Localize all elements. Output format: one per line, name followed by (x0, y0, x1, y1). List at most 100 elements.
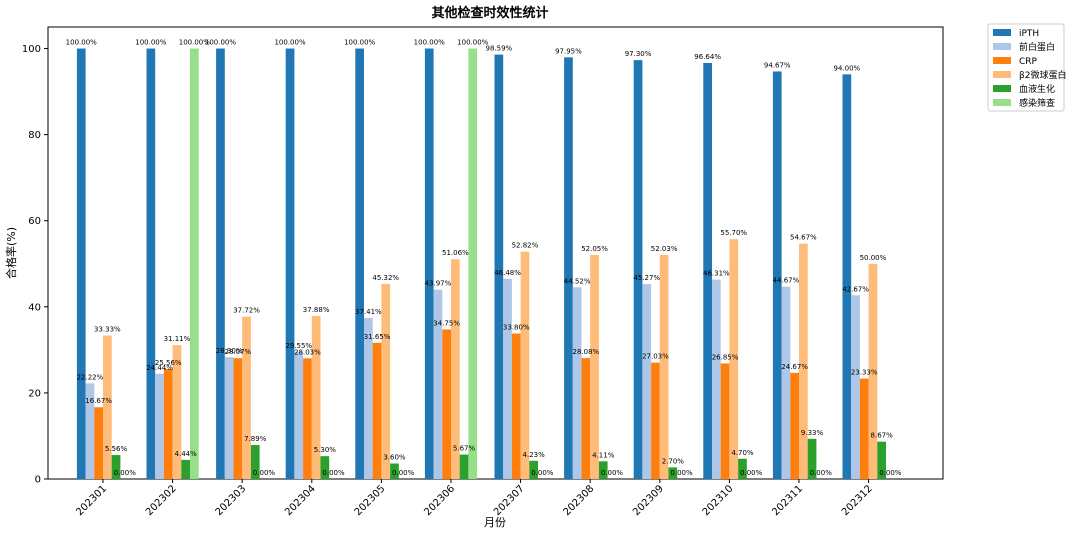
data-label: 94.67% (764, 61, 791, 69)
data-label: 100.00% (457, 39, 488, 47)
data-label: 37.72% (233, 307, 260, 315)
legend-swatch (993, 57, 1011, 64)
legend-swatch (993, 85, 1011, 92)
data-label: 55.70% (720, 229, 747, 237)
bar (520, 251, 530, 479)
x-tick-label: 202305 (353, 483, 388, 518)
bar (146, 48, 156, 480)
bar (842, 74, 852, 479)
legend-label: 感染筛查 (1019, 97, 1055, 109)
bar (738, 458, 747, 479)
bar (250, 445, 260, 479)
data-label: 100.00% (205, 39, 236, 47)
data-label: 4.44% (175, 450, 198, 458)
legend-label: CRP (1019, 57, 1038, 67)
bar (172, 345, 182, 479)
bar (868, 263, 878, 479)
y-tick-label: 0 (35, 475, 41, 486)
data-label: 52.05% (581, 245, 608, 253)
bar (494, 54, 504, 479)
data-label: 98.59% (485, 45, 512, 53)
x-axis-title: 月份 (484, 516, 506, 529)
bar (424, 48, 434, 480)
data-label: 33.80% (503, 323, 530, 331)
bar (294, 351, 304, 479)
x-axis: 202301 202302 202303 202304 202305 202306 2023… (74, 479, 875, 518)
data-label: 50.00% (860, 254, 887, 262)
x-tick-label: 202311 (770, 483, 805, 518)
chart-title: 其他检查时效性统计 (431, 5, 548, 21)
bar (303, 358, 312, 479)
bar (581, 358, 591, 479)
bar (720, 363, 730, 479)
data-label: 4.70% (731, 449, 754, 457)
data-label: 37.41% (355, 308, 382, 316)
data-label: 100.00% (414, 39, 445, 47)
bar (285, 48, 295, 480)
bar (155, 373, 164, 479)
bar (503, 278, 512, 479)
bar (451, 259, 460, 479)
data-label: 28.30% (216, 347, 243, 355)
data-label: 33.33% (94, 326, 121, 334)
bar (224, 357, 234, 479)
bar (659, 255, 669, 479)
bar (190, 48, 199, 480)
x-tick-label: 202308 (562, 483, 597, 518)
bar (355, 48, 364, 480)
bar (598, 461, 608, 479)
data-label: 0.00% (322, 469, 345, 477)
x-tick-label: 202306 (422, 483, 457, 518)
data-label: 52.03% (651, 245, 678, 253)
bar (320, 456, 330, 479)
x-tick-label: 202304 (283, 483, 318, 518)
y-tick-label: 60 (28, 216, 41, 227)
bar (163, 368, 173, 479)
bar (233, 358, 243, 479)
data-label: 9.33% (801, 429, 824, 437)
bar (859, 378, 869, 479)
data-label: 0.00% (879, 469, 902, 477)
data-label: 0.00% (253, 469, 276, 477)
x-tick-label: 202307 (492, 483, 527, 518)
data-label: 25.56% (155, 359, 182, 367)
data-label: 0.00% (670, 469, 693, 477)
legend-swatch (993, 99, 1011, 106)
data-label: 45.32% (372, 274, 399, 282)
bar (807, 438, 817, 479)
data-label: 97.95% (555, 47, 582, 55)
bar (642, 284, 652, 479)
data-label: 0.00% (601, 469, 624, 477)
bar (564, 57, 573, 479)
data-label: 34.75% (433, 319, 460, 327)
data-label: 28.07% (224, 348, 251, 356)
bar (511, 333, 521, 479)
data-label: 52.82% (512, 242, 539, 250)
bar (459, 454, 469, 479)
bar (364, 317, 373, 479)
data-label: 43.97% (425, 280, 452, 288)
bar (111, 455, 121, 479)
bar (781, 286, 791, 479)
bar (311, 315, 321, 479)
bar (651, 362, 660, 479)
data-label: 28.08% (572, 348, 599, 356)
bar (433, 289, 443, 479)
bar (85, 383, 95, 479)
data-label: 100.00% (66, 39, 97, 47)
bar (668, 467, 678, 479)
data-label: 5.67% (453, 445, 476, 453)
bar (572, 287, 582, 479)
legend-swatch (993, 43, 1011, 50)
bar (799, 243, 808, 479)
data-label: 54.67% (790, 234, 817, 242)
data-label: 0.00% (810, 469, 833, 477)
data-label: 100.00% (274, 39, 305, 47)
y-tick-label: 100 (22, 44, 41, 55)
data-label: 94.00% (833, 64, 860, 72)
data-label: 46.48% (494, 269, 521, 277)
bar (468, 48, 478, 480)
bar (181, 459, 190, 479)
